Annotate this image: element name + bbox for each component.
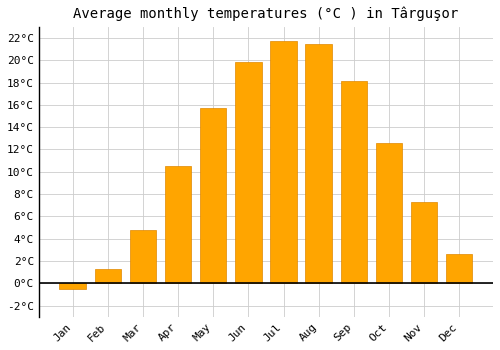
Bar [200,108,226,284]
Bar [340,82,367,284]
Bar [446,254,472,284]
Title: Average monthly temperatures (°C ) in Târguşor: Average monthly temperatures (°C ) in Tâ… [74,7,458,21]
Bar [411,202,438,284]
Bar [130,230,156,284]
Bar [376,143,402,284]
Bar [270,41,296,284]
Bar [60,284,86,289]
Bar [306,43,332,284]
Bar [94,269,121,284]
Bar [235,62,262,284]
Bar [165,166,191,284]
